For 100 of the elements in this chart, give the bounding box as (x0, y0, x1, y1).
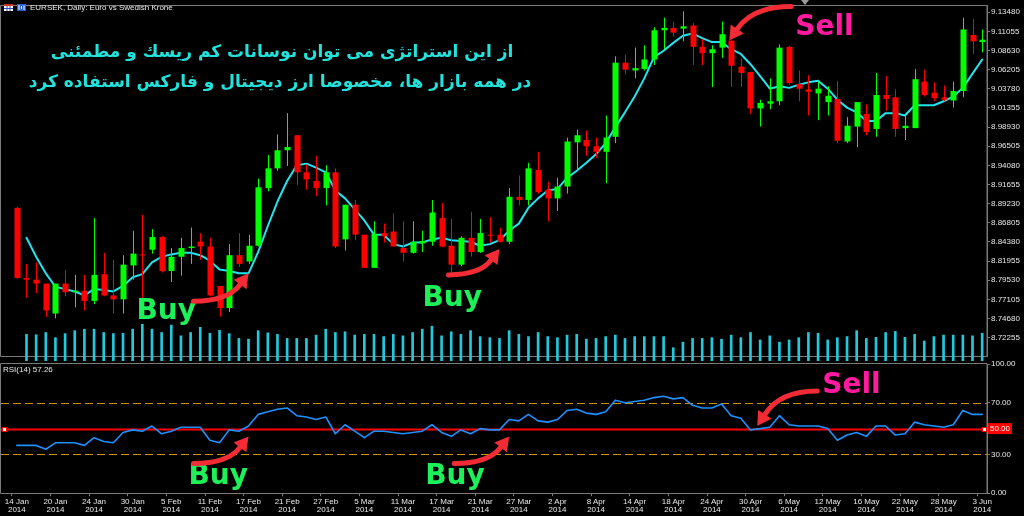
candlestick (246, 234, 253, 265)
y-tick-label: 8.94080 (991, 160, 1021, 170)
candlestick (410, 220, 417, 255)
bar (498, 338, 501, 361)
bar (411, 332, 414, 361)
candlestick (381, 223, 388, 244)
y-tick-label: 0.00 (991, 488, 1008, 498)
candlestick (236, 232, 243, 268)
annotation: از این استراتژی می توان نوسانات کم ریسك و مطمئنی (50, 41, 514, 63)
x-tick-label: 18 Apr 2014 (661, 496, 686, 514)
bar (440, 335, 443, 361)
candlestick (468, 211, 475, 258)
bar (305, 338, 308, 361)
bar (169, 324, 173, 361)
candlestick (680, 10, 687, 42)
candlestick (477, 218, 484, 254)
y-tick-label: 100.00 (991, 359, 1017, 369)
candlestick (970, 18, 977, 55)
bar (662, 336, 665, 361)
y-tick-label: 9.08630 (991, 45, 1021, 55)
bar (295, 338, 299, 361)
bar (189, 332, 192, 361)
bar (893, 331, 897, 361)
bar (642, 336, 646, 361)
annotation: Sell (822, 367, 881, 401)
candlestick (950, 81, 957, 109)
x-tick-label: 3 Jun 2014 (972, 496, 992, 514)
candlestick (699, 38, 706, 66)
bar (768, 335, 772, 361)
y-tick-label: 30.00 (991, 449, 1012, 459)
bar (527, 336, 530, 361)
bar (729, 334, 733, 361)
candlestick (62, 269, 69, 297)
chart-title: EURSEK, Daily: Euro vs Swedish Krone (30, 3, 174, 13)
candlestick (825, 85, 832, 116)
candlestick (574, 129, 581, 171)
bar (247, 338, 250, 361)
x-tick-label: 24 Apr 2014 (700, 496, 724, 514)
candlestick (33, 261, 40, 294)
bar (391, 334, 395, 361)
x-tick-label: 20 Jan 2014 (43, 496, 68, 514)
bar (131, 328, 134, 361)
x-tick-label: 24 Jan 2014 (82, 496, 107, 514)
y-tick-label: 70.00 (991, 397, 1012, 407)
x-tick-label: 27 Feb 2014 (313, 496, 339, 514)
bar (971, 335, 974, 361)
x-tick-label: 22 May 2014 (891, 496, 919, 514)
annotation: Buy (425, 458, 485, 492)
candlestick (130, 230, 137, 281)
y-tick-label: 8.84380 (991, 237, 1021, 247)
annotation: Sell (795, 9, 854, 43)
x-tick-label: 16 May 2014 (853, 496, 880, 514)
candlestick (709, 44, 716, 88)
candlestick (844, 116, 851, 144)
y-tick-label: 9.13480 (991, 7, 1021, 17)
y-tick-label: 8.72255 (991, 332, 1021, 342)
candlestick (931, 81, 938, 102)
x-tick-label: 5 Mar 2014 (354, 496, 375, 514)
bar (266, 332, 270, 361)
candlestick (448, 218, 455, 274)
x-tick-label: 17 Feb 2014 (236, 496, 262, 514)
bar (700, 338, 704, 361)
x-tick-label: 21 Mar 2014 (467, 496, 493, 514)
y-tick-label: 8.86805 (991, 217, 1021, 227)
bar (604, 336, 608, 361)
ref-line-label: 50.00 (990, 423, 1011, 433)
candlestick (690, 22, 697, 66)
candlestick (197, 232, 204, 261)
candlestick (805, 74, 812, 116)
bar (951, 334, 955, 361)
x-tick-label: 14 Jan 2014 (4, 496, 29, 514)
annotation: Buy (422, 279, 483, 313)
bar (546, 336, 550, 361)
chart-title: RSI(14) 57.26 (3, 365, 54, 375)
candlestick (81, 274, 88, 311)
candlestick (796, 70, 803, 102)
candlestick (767, 77, 774, 110)
candlestick (641, 44, 648, 72)
bar (276, 334, 279, 361)
bar (227, 333, 231, 361)
bar (218, 329, 221, 361)
candlestick (139, 214, 146, 299)
y-tick-label: 8.91655 (991, 179, 1021, 189)
x-tick-label: 30 Jan 2014 (120, 496, 145, 514)
x-tick-label: 8 Apr 2014 (586, 496, 606, 514)
bar (807, 332, 810, 361)
x-tick-label: 17 Mar 2014 (429, 496, 455, 514)
bar (140, 324, 144, 361)
x-tick-label: 30 Apr 2014 (738, 496, 763, 514)
annotation: Buy (136, 293, 197, 327)
bar (913, 334, 916, 361)
x-tick-label: 27 Mar 2014 (506, 496, 532, 514)
candlestick (110, 259, 117, 315)
candlestick (593, 137, 600, 159)
x-tick-label: 6 May 2014 (778, 496, 800, 514)
candlestick (921, 69, 928, 98)
candlestick (516, 174, 523, 206)
bar (334, 332, 337, 361)
annotation: Buy (188, 458, 249, 492)
bar (324, 328, 328, 361)
